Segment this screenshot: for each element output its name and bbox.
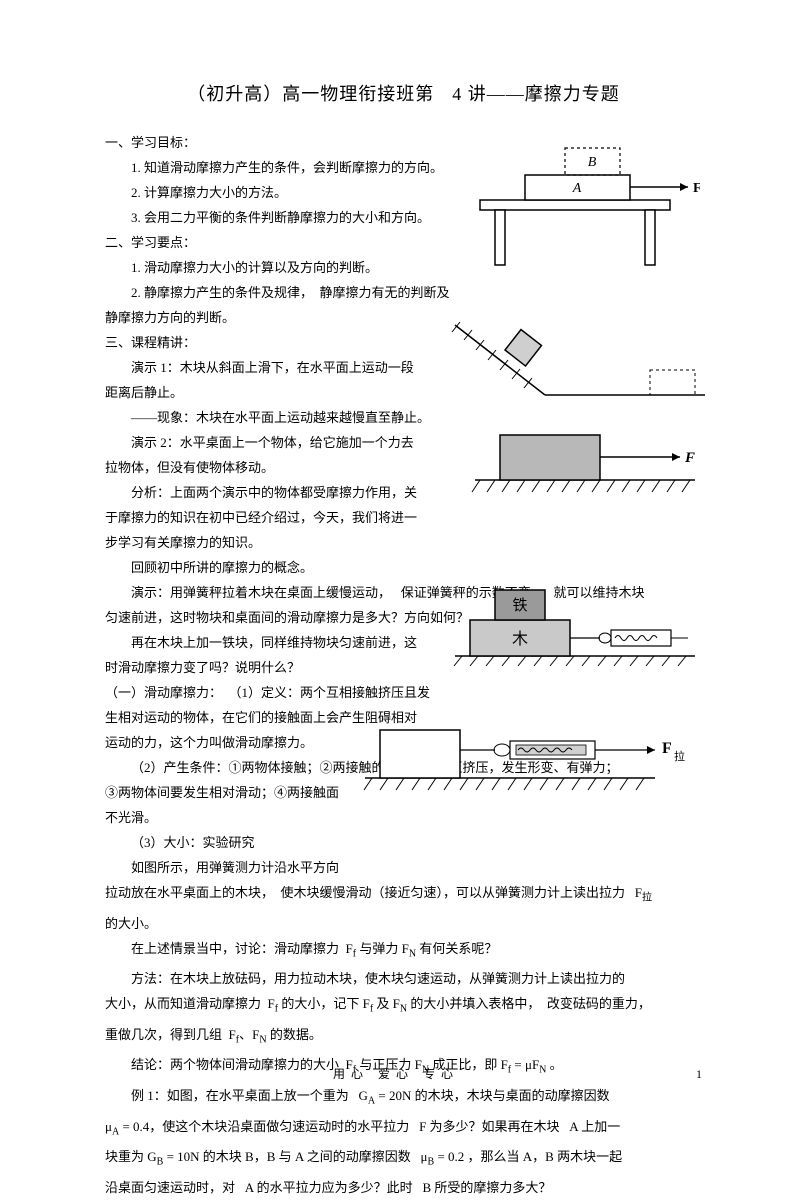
sec4-size: （3）大小：实验研究	[105, 830, 702, 855]
example1-l1: 例 1：如图，在水平桌面上放一个重为 GA = 20N 的木块，木块与桌面的动摩…	[105, 1083, 702, 1114]
page-number: 1	[696, 1067, 702, 1082]
ex1a: 例 1：如图，在水平桌面上放一个重为	[131, 1088, 349, 1103]
s4_8h: 的大小并填入表格中，	[407, 996, 540, 1011]
sec4-method: 方法：在木块上放砝码，用力拉动木块，使木块匀速运动，从弹簧测力计上读出拉力的	[105, 966, 702, 991]
sec4-discuss-e: N	[409, 948, 416, 959]
ex4c: B 所受的摩擦力多大？	[422, 1180, 551, 1195]
ex3e: B	[428, 1157, 435, 1168]
label-F: F	[693, 181, 700, 196]
figure-iron-wood: 木 铁	[450, 578, 700, 668]
label-F5sub: 拉	[674, 749, 685, 763]
sec4-discuss-b: F	[346, 941, 353, 956]
ex1d: = 20N 的木块，木块与桌面的动摩擦因数	[375, 1088, 609, 1103]
s4_8b: F	[268, 996, 275, 1011]
sec2-item2a: 2. 静摩擦力产生的条件及规律，	[131, 285, 313, 300]
s4_8i: 改变砝码的重力，	[547, 996, 651, 1011]
ex2a: μ	[105, 1119, 112, 1134]
title-part-b: 4 讲——摩擦力专题	[452, 84, 620, 104]
figure-block-force: F	[470, 420, 700, 500]
sec4-cond-c: 不光滑。	[105, 805, 702, 830]
sec4-fig-line: 拉动放在水平桌面上的木块， 使木块缓慢滑动（接近匀速），可以从弹簧测力计上读出拉…	[105, 880, 702, 911]
label-A: A	[572, 181, 582, 196]
sec3-demo3a: 演示：用弹簧秤拉着木块在桌面上缓慢运动，	[131, 585, 391, 600]
ex2c: = 0.4，使这个木块沿桌面做匀速运动时的水平拉力	[119, 1119, 409, 1134]
label-F5: F	[662, 740, 672, 757]
s4_8f: 及 F	[373, 996, 400, 1011]
label-wood: 木	[512, 630, 528, 648]
example1-l4: 沿桌面匀速运动时，对 A 的水平拉力应为多少？此时 B 所受的摩擦力多大？	[105, 1175, 702, 1200]
sec4-discuss-f: 有何关系呢？	[416, 941, 497, 956]
sec4-fig-b: 拉动放在水平桌面上的木块，	[105, 885, 274, 900]
sec3-review: 回顾初中所讲的摩擦力的概念。	[105, 555, 702, 580]
sec4-def-b: （1）定义：两个互相接触挤压且发	[229, 685, 431, 700]
ex4b: A 的水平拉力应为多少？此时	[245, 1180, 413, 1195]
s4_9b: F	[229, 1027, 236, 1042]
sec3-analysisC: 步学习有关摩擦力的知识。	[105, 530, 702, 555]
figure-spring-pull: F 拉	[360, 720, 700, 795]
page-title: （初升高）高一物理衔接班第 4 讲——摩擦力专题	[105, 80, 702, 106]
ex2d: F 为多少？如果再在木块	[419, 1119, 559, 1134]
ex2b: A	[112, 1126, 119, 1137]
footer: 用心 爱心 专心	[0, 1065, 792, 1082]
sec4-method2: 大小，从而知道滑动摩擦力 Ff 的大小，记下 Ff 及 FN 的大小并填入表格中…	[105, 991, 702, 1022]
ex2e: A 上加一	[569, 1119, 620, 1134]
label-iron: 铁	[512, 597, 527, 614]
sec4-def: （一）滑动摩擦力： （1）定义：两个互相接触挤压且发	[105, 680, 702, 705]
sec3-analysisB: 于摩擦力的知识在初中已经介绍过，今天，我们将进一	[105, 505, 702, 530]
table-blocks-svg: A B F	[470, 140, 700, 270]
ex4a: 沿桌面匀速运动时，对	[105, 1180, 235, 1195]
s4_8d: 的大小，记下 F	[278, 996, 370, 1011]
example1-l3: 块重为 GB = 10N 的木块 B，B 与 A 之间的动摩擦因数 μB = 0…	[105, 1144, 702, 1175]
sec4-fig-c: 使木块缓慢滑动（接近匀速），可以从弹簧测力计上读出拉力	[281, 885, 626, 900]
title-part-a: （初升高）高一物理衔接班第	[187, 84, 434, 104]
sec4-discuss: 在上述情景当中，讨论：滑动摩擦力 Ff 与弹力 FN 有何关系呢？	[105, 936, 702, 967]
label-F3: F	[684, 450, 695, 466]
ex3f: = 0.2 ，那么当 A，B 两木块一起	[434, 1149, 622, 1164]
ex3b: B	[157, 1157, 164, 1168]
ex3d: μ	[421, 1149, 428, 1164]
figure-table-blocks: A B F	[470, 140, 700, 270]
sec4-def-a: （一）滑动摩擦力：	[105, 685, 222, 700]
ex3a: 块重为 G	[105, 1149, 157, 1164]
block-force-svg: F	[470, 420, 700, 500]
page: （初升高）高一物理衔接班第4 讲——摩擦力专题 一、学习目标： 1. 知道滑动摩…	[0, 0, 792, 1122]
s4_9d: 、F	[239, 1027, 259, 1042]
label-B: B	[588, 155, 597, 170]
incline-svg	[450, 320, 710, 410]
figure-incline	[450, 320, 710, 410]
sec2-item2b: 静摩擦力有无的判断及	[320, 285, 450, 300]
ex1b: G	[359, 1088, 368, 1103]
sec4-fig-d: F	[635, 885, 642, 900]
sec4-method3: 重做几次，得到几组 Ff、FN 的数据。	[105, 1022, 702, 1053]
sec4-fig-a: 如图所示，用弹簧测力计沿水平方向	[105, 855, 702, 880]
s4_8a: 大小，从而知道滑动摩擦力	[105, 996, 261, 1011]
example1-l2: μA = 0.4，使这个木块沿桌面做匀速运动时的水平拉力 F 为多少？如果再在木…	[105, 1114, 702, 1145]
sec4-fig-e: 拉	[642, 893, 652, 904]
ex3c: = 10N 的木块 B，B 与 A 之间的动摩擦因数	[163, 1149, 410, 1164]
s4_9a: 重做几次，得到几组	[105, 1027, 222, 1042]
spring-pull-svg: F 拉	[360, 720, 700, 795]
s4_9e: N	[259, 1034, 266, 1045]
s4_9f: 的数据。	[267, 1027, 322, 1042]
sec4-discuss-a: 在上述情景当中，讨论：滑动摩擦力	[131, 941, 339, 956]
iron-wood-svg: 木 铁	[450, 578, 700, 668]
sec4-discuss-d: 与弹力 F	[356, 941, 409, 956]
sec4-size2: 的大小。	[105, 911, 702, 936]
sec2-item2: 2. 静摩擦力产生的条件及规律， 静摩擦力有无的判断及	[105, 280, 702, 305]
